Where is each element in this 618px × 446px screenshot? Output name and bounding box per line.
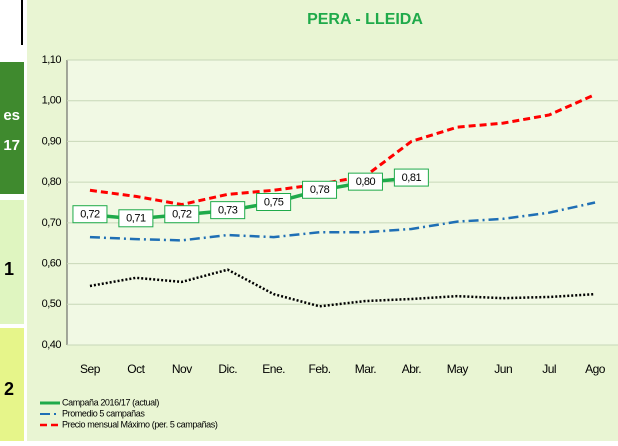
value-label-box: [210, 201, 246, 220]
x-tick-label: Nov: [172, 362, 192, 376]
series-line: [89, 93, 596, 207]
side-label: 17: [3, 137, 20, 154]
y-tick-label: 0,60: [42, 257, 62, 269]
value-label: 0,72: [80, 209, 100, 221]
y-tick-label: 0,80: [42, 176, 62, 188]
series-line: [89, 268, 596, 308]
value-label: 0,71: [126, 213, 146, 225]
value-label: 0,78: [310, 184, 330, 196]
x-tick-label: Feb.: [309, 362, 331, 376]
chart-title: PERA - LLEIDA: [307, 11, 423, 28]
value-label-box: [164, 205, 200, 224]
y-tick-label: 0,70: [42, 217, 62, 229]
side-box: [0, 200, 24, 324]
x-tick-label: Mar.: [355, 362, 377, 376]
value-label: 0,72: [172, 209, 192, 221]
value-label: 0,81: [402, 172, 422, 184]
side-label: es: [3, 107, 20, 124]
x-tick-label: May: [447, 362, 469, 376]
x-tick-label: Jul: [542, 362, 556, 376]
x-tick-label: Oct: [127, 362, 145, 376]
x-tick-label: Dic.: [218, 362, 237, 376]
x-tick-label: Ago: [585, 362, 606, 376]
side-label: 2: [4, 379, 14, 399]
y-tick-label: 1,10: [42, 54, 62, 66]
value-label-box: [347, 172, 383, 191]
value-label-box: [256, 193, 292, 211]
value-label-box: [302, 180, 338, 199]
x-tick-label: Sep: [80, 362, 101, 376]
value-label-box: [118, 209, 154, 228]
value-label: 0,73: [218, 205, 238, 217]
legend-label: Precio mensual Máximo (per. 5 campañas): [62, 419, 218, 429]
value-label: 0,80: [356, 176, 376, 188]
x-tick-label: Ene.: [262, 362, 285, 376]
x-tick-label: Abr.: [402, 362, 422, 376]
x-tick-label: Jun: [494, 362, 512, 376]
value-label-box: [393, 168, 429, 187]
value-label-box: [72, 205, 108, 224]
y-tick-label: 0,90: [42, 135, 62, 147]
y-tick-label: 0,50: [42, 298, 62, 310]
value-label: 0,75: [264, 196, 284, 208]
y-tick-label: 1,00: [42, 95, 62, 107]
side-box: [0, 328, 24, 441]
plot-bg: [67, 60, 618, 345]
y-tick-label: 0,40: [42, 339, 62, 351]
side-box: [0, 62, 24, 194]
legend-label: Promedio 5 campañas: [62, 408, 145, 418]
side-label: 1: [4, 259, 14, 279]
legend-label: Campaña 2016/17 (actual): [62, 397, 159, 407]
series-line: [89, 201, 596, 242]
